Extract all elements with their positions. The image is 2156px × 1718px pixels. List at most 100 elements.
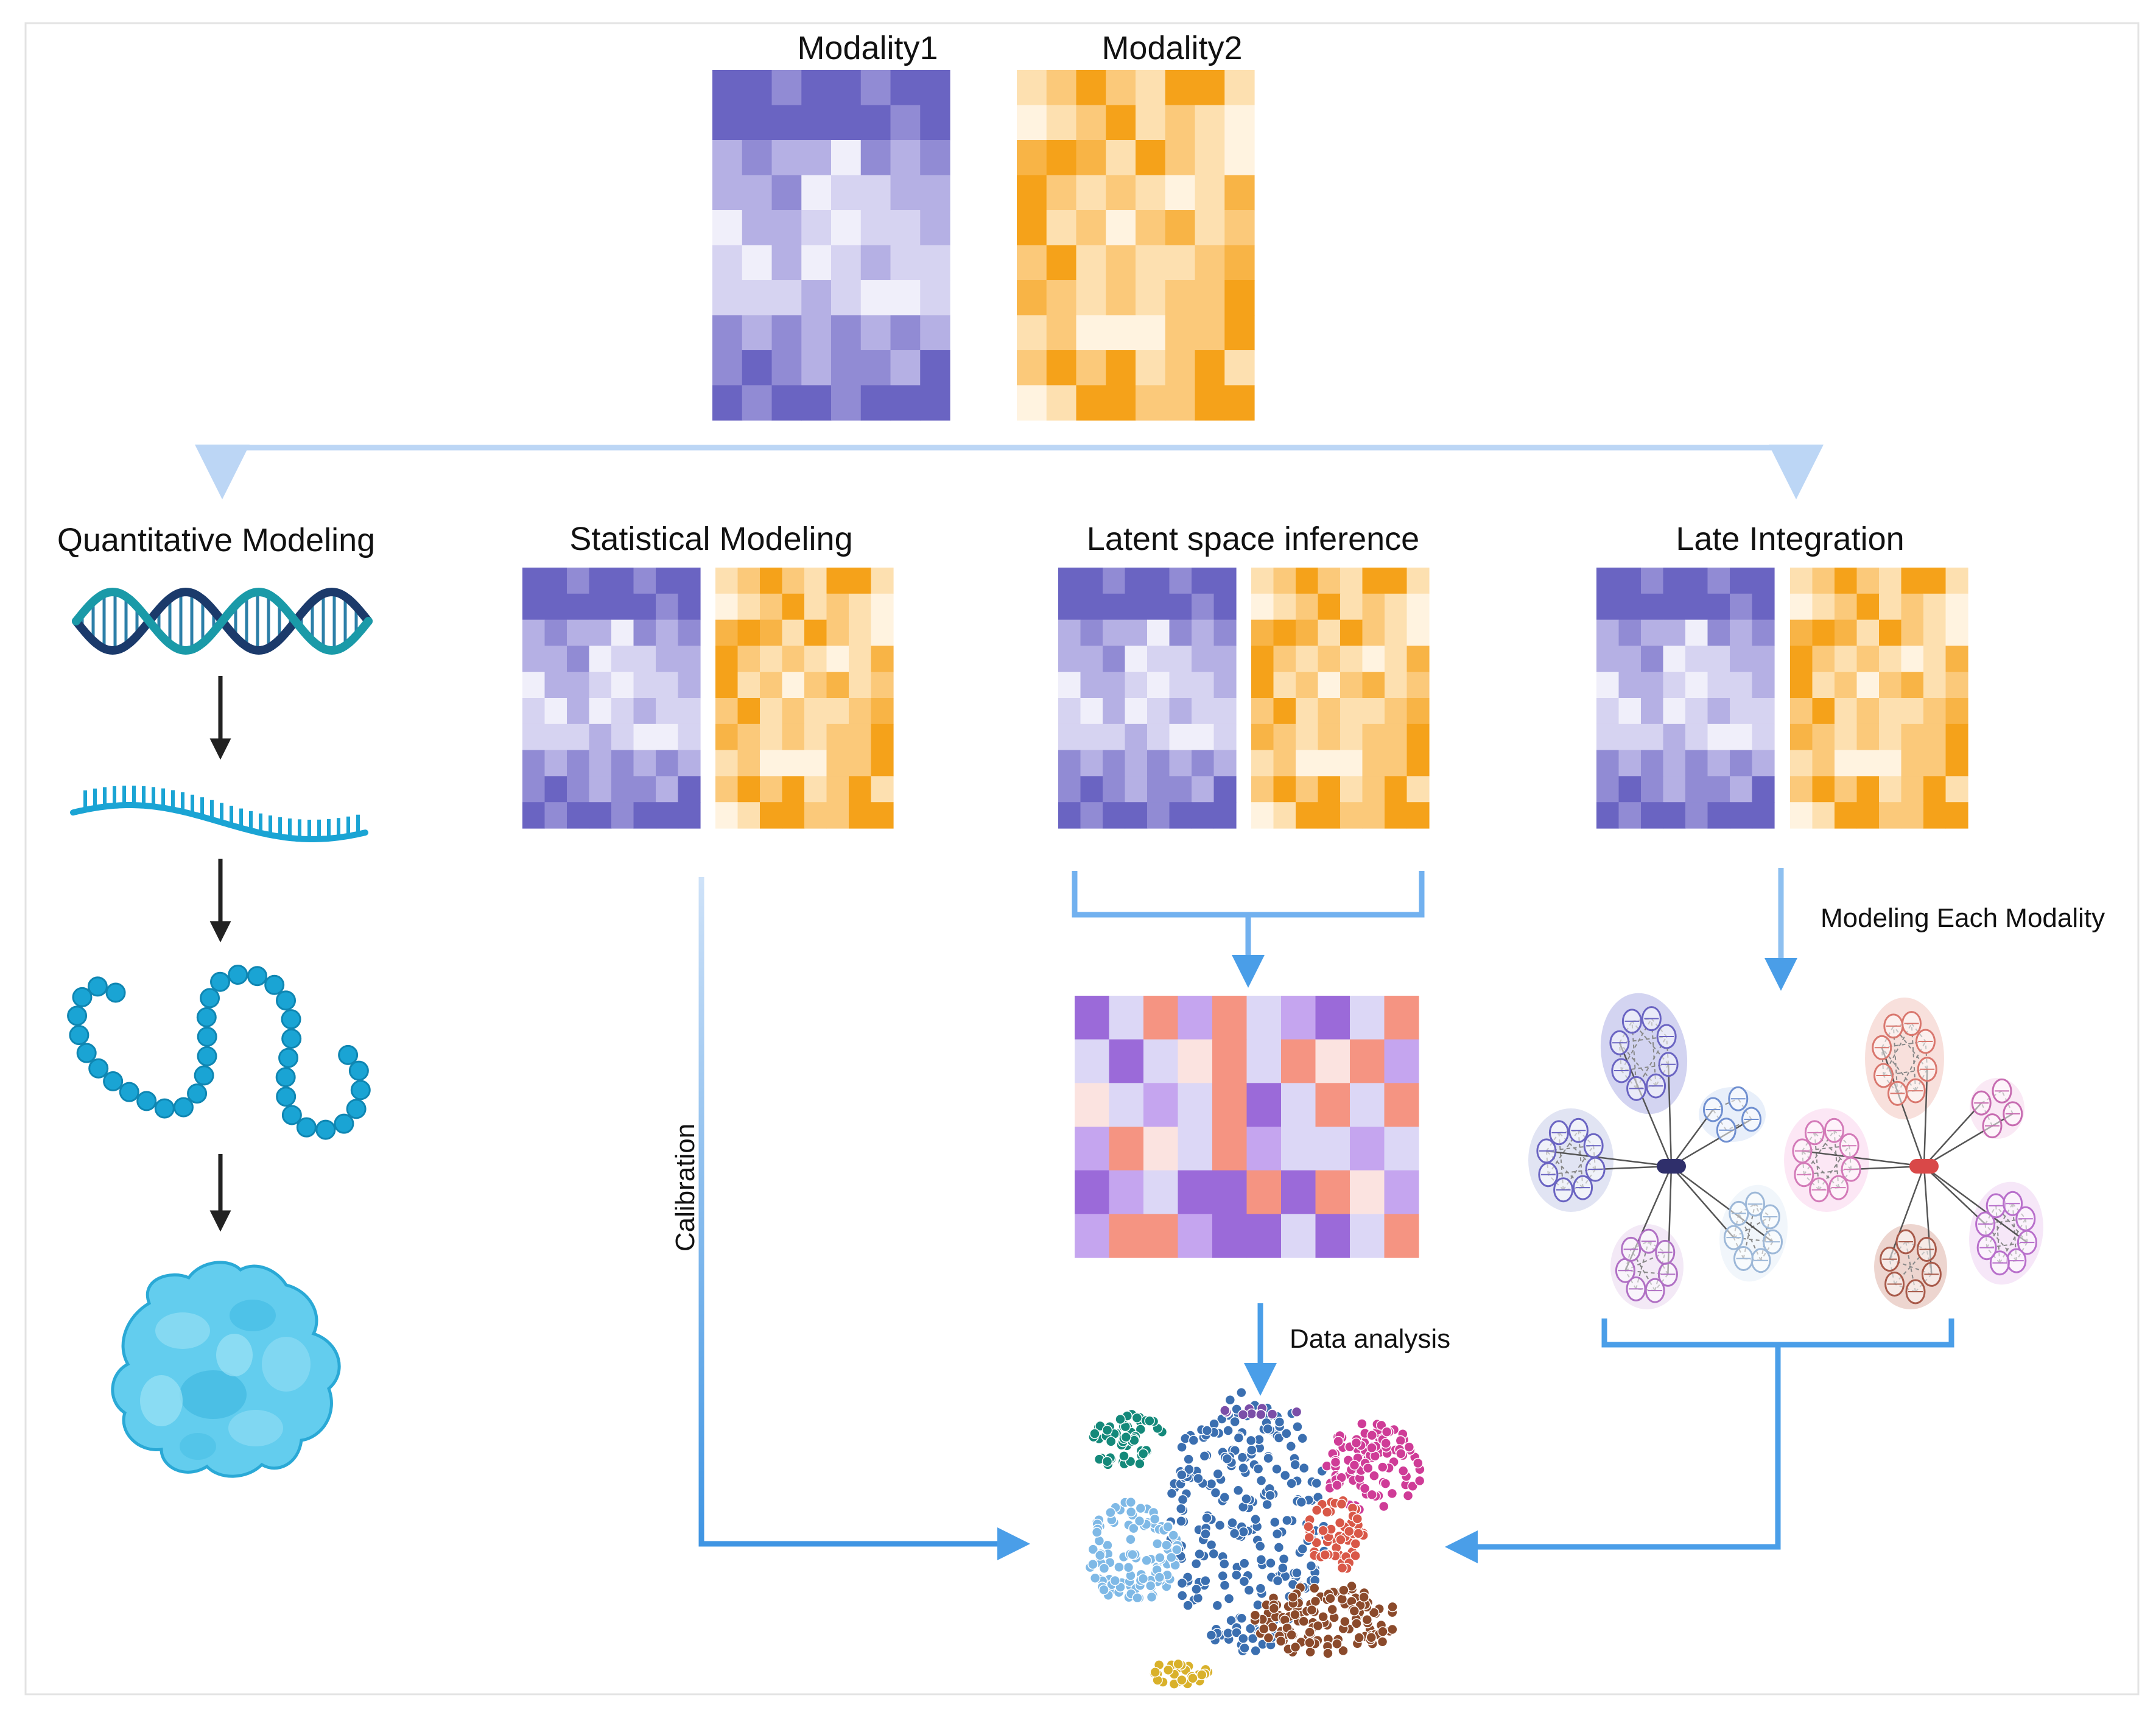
heatmap-cell — [1384, 1083, 1419, 1127]
cluster-point — [1325, 1593, 1336, 1604]
heatmap-cell — [1350, 1170, 1385, 1214]
heatmap-cell — [1945, 723, 1968, 751]
heatmap-cell — [1790, 698, 1813, 725]
cluster-point — [1330, 1457, 1341, 1468]
cluster-point — [1265, 1490, 1276, 1501]
cluster-point — [1303, 1521, 1314, 1532]
heatmap-cell — [1109, 1083, 1144, 1127]
heatmap-cell — [1340, 619, 1363, 646]
amino-acid-bead — [197, 1046, 217, 1066]
heatmap-cell — [1641, 568, 1664, 594]
heatmap-cell — [742, 350, 773, 386]
heatmap-cell — [1707, 672, 1730, 699]
heatmap-cell — [1685, 568, 1708, 594]
heatmap-cell — [826, 593, 849, 621]
heatmap-cell — [1752, 723, 1775, 751]
heatmap-cell — [804, 672, 827, 699]
cluster-point — [1152, 1538, 1163, 1549]
amino-acid-bead — [247, 966, 268, 987]
cluster-point — [1089, 1572, 1101, 1584]
heatmap-cell — [1251, 646, 1274, 672]
cluster-point — [1101, 1424, 1113, 1436]
heatmap-cell — [1224, 385, 1255, 421]
heatmap-cell — [1790, 750, 1813, 776]
latent-modality1-heatmap — [1058, 568, 1237, 829]
heatmap-cell — [1730, 776, 1753, 803]
heatmap-cell — [1385, 646, 1408, 672]
heatmap-cell — [1017, 245, 1047, 281]
heatmap-cell — [1109, 1039, 1144, 1083]
heatmap-cell — [1103, 568, 1126, 594]
cluster-point — [1146, 1591, 1157, 1603]
cluster-point — [1098, 1584, 1109, 1596]
heatmap-cell — [920, 245, 950, 281]
heatmap-cell — [1273, 672, 1296, 699]
heatmap-cell — [760, 698, 783, 725]
cluster-point — [1105, 1507, 1116, 1518]
cluster-point — [1200, 1575, 1211, 1586]
heatmap-cell — [611, 776, 634, 803]
heatmap-cell — [742, 210, 773, 246]
heatmap-cell — [678, 698, 701, 725]
cluster-point — [1245, 1435, 1257, 1446]
heatmap-cell — [1046, 210, 1077, 246]
heatmap-cell — [715, 593, 739, 621]
heatmap-cell — [1192, 776, 1215, 803]
heatmap-cell — [1178, 1214, 1213, 1258]
cluster-point — [1149, 1513, 1161, 1525]
heatmap-cell — [1192, 750, 1215, 776]
heatmap-cell — [1406, 568, 1430, 594]
cluster-point — [1177, 1494, 1189, 1505]
cluster-point — [1332, 1480, 1343, 1491]
heatmap-cell — [1080, 593, 1103, 621]
heatmap-cell — [1350, 1127, 1385, 1171]
amino-acid-bead — [276, 1086, 297, 1107]
heatmap-cell — [1147, 750, 1170, 776]
heatmap-cell — [715, 802, 739, 829]
cluster-point — [1214, 1519, 1226, 1531]
heatmap-cell — [1195, 280, 1225, 316]
heatmap-cell — [771, 210, 802, 246]
heatmap-cell — [1076, 175, 1106, 211]
cluster-point — [1154, 1572, 1165, 1583]
heatmap-cell — [1812, 672, 1835, 699]
heatmap-cell — [849, 619, 872, 646]
heatmap-cell — [1213, 672, 1237, 699]
heatmap-cell — [1058, 698, 1081, 725]
heatmap-cell — [1213, 593, 1237, 621]
heatmap-cell — [737, 698, 760, 725]
heatmap-cell — [633, 672, 656, 699]
heatmap-cell — [771, 350, 802, 386]
heatmap-cell — [1856, 776, 1880, 803]
heatmap-cell — [801, 385, 832, 421]
heatmap-cell — [567, 672, 590, 699]
heatmap-cell — [1212, 1170, 1248, 1214]
heatmap-cell — [1730, 672, 1753, 699]
amino-acid-bead — [281, 1029, 302, 1049]
cluster-point — [1135, 1424, 1146, 1435]
heatmap-cell — [1213, 646, 1237, 672]
heatmap-cell — [1835, 593, 1858, 621]
cluster-point — [1208, 1548, 1219, 1560]
cluster-point — [1166, 1488, 1178, 1499]
heatmap-cell — [1730, 619, 1753, 646]
heatmap-cell — [1901, 723, 1924, 751]
late-merge-bracket — [1445, 1318, 1954, 1563]
heatmap-cell — [567, 776, 590, 803]
heatmap-cell — [1901, 646, 1924, 672]
calibration-arrow — [698, 877, 1030, 1560]
heatmap-cell — [1362, 723, 1385, 751]
cluster-point — [1188, 1435, 1199, 1446]
heatmap-cell — [849, 646, 872, 672]
heatmap-cell — [1641, 750, 1664, 776]
heatmap-cell — [1641, 723, 1664, 751]
cluster-point — [1115, 1413, 1126, 1425]
heatmap-cell — [1384, 1039, 1419, 1083]
heatmap-cell — [1790, 723, 1813, 751]
cluster-point — [1162, 1664, 1174, 1675]
amino-acid-bead — [315, 1119, 336, 1140]
amino-acid-bead — [173, 1097, 194, 1118]
heatmap-cell — [1103, 698, 1126, 725]
heatmap-cell — [1856, 802, 1880, 829]
heatmap-cell — [1296, 776, 1319, 803]
